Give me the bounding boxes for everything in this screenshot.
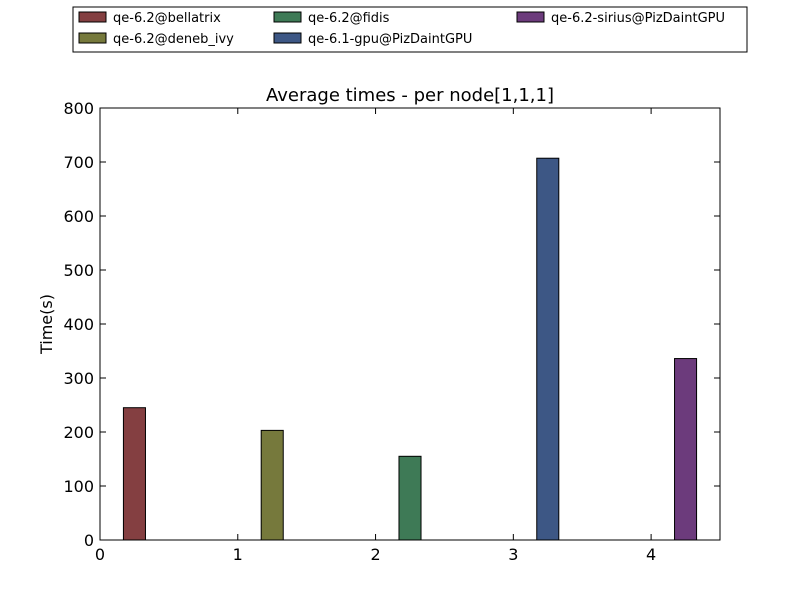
legend-swatch-3 bbox=[273, 32, 302, 44]
legend-label-0: qe-6.2@bellatrix bbox=[113, 11, 221, 26]
bars bbox=[122, 157, 698, 541]
bar-2 bbox=[398, 455, 422, 541]
y-axis-title: Time(s) bbox=[37, 294, 56, 355]
legend-swatch-1 bbox=[78, 32, 107, 44]
y-tick-label: 400 bbox=[63, 315, 94, 334]
y-tick-label: 100 bbox=[63, 477, 94, 496]
x-tick-label: 4 bbox=[646, 545, 656, 564]
legend-swatch-0 bbox=[78, 11, 107, 23]
y-tick-label: 500 bbox=[63, 261, 94, 280]
bar-4 bbox=[674, 358, 698, 541]
y-tick-label: 800 bbox=[63, 99, 94, 118]
legend: qe-6.2@bellatrix qe-6.2@deneb_ivy qe-6.2@f… bbox=[72, 6, 748, 53]
y-tick-label: 200 bbox=[63, 423, 94, 442]
legend-label-4: qe-6.2-sirius@PizDaintGPU bbox=[551, 11, 725, 26]
x-tick-label: 1 bbox=[233, 545, 243, 564]
legend-frame bbox=[72, 6, 748, 53]
legend-swatch-2 bbox=[273, 11, 302, 23]
legend-label-3: qe-6.1-gpu@PizDaintGPU bbox=[308, 32, 472, 47]
y-tick-label: 0 bbox=[84, 531, 94, 550]
bar-0 bbox=[122, 407, 146, 541]
x-tick-label: 3 bbox=[508, 545, 518, 564]
axis-ticks: 0 1 2 3 4 0 100 200 300 400 500 600 700 800 bbox=[63, 99, 720, 564]
y-tick-label: 300 bbox=[63, 369, 94, 388]
legend-swatch-4 bbox=[516, 11, 545, 23]
x-tick-label: 2 bbox=[370, 545, 380, 564]
chart-title: Average times - per node[1,1,1] bbox=[266, 85, 554, 106]
y-tick-label: 700 bbox=[63, 153, 94, 172]
y-tick-label: 600 bbox=[63, 207, 94, 226]
legend-label-1: qe-6.2@deneb_ivy bbox=[113, 32, 234, 47]
plot-frame bbox=[99, 107, 721, 541]
x-tick-label: 0 bbox=[95, 545, 105, 564]
legend-label-2: qe-6.2@fidis bbox=[308, 11, 390, 26]
bar-3 bbox=[536, 157, 560, 541]
bar-1 bbox=[260, 429, 284, 541]
